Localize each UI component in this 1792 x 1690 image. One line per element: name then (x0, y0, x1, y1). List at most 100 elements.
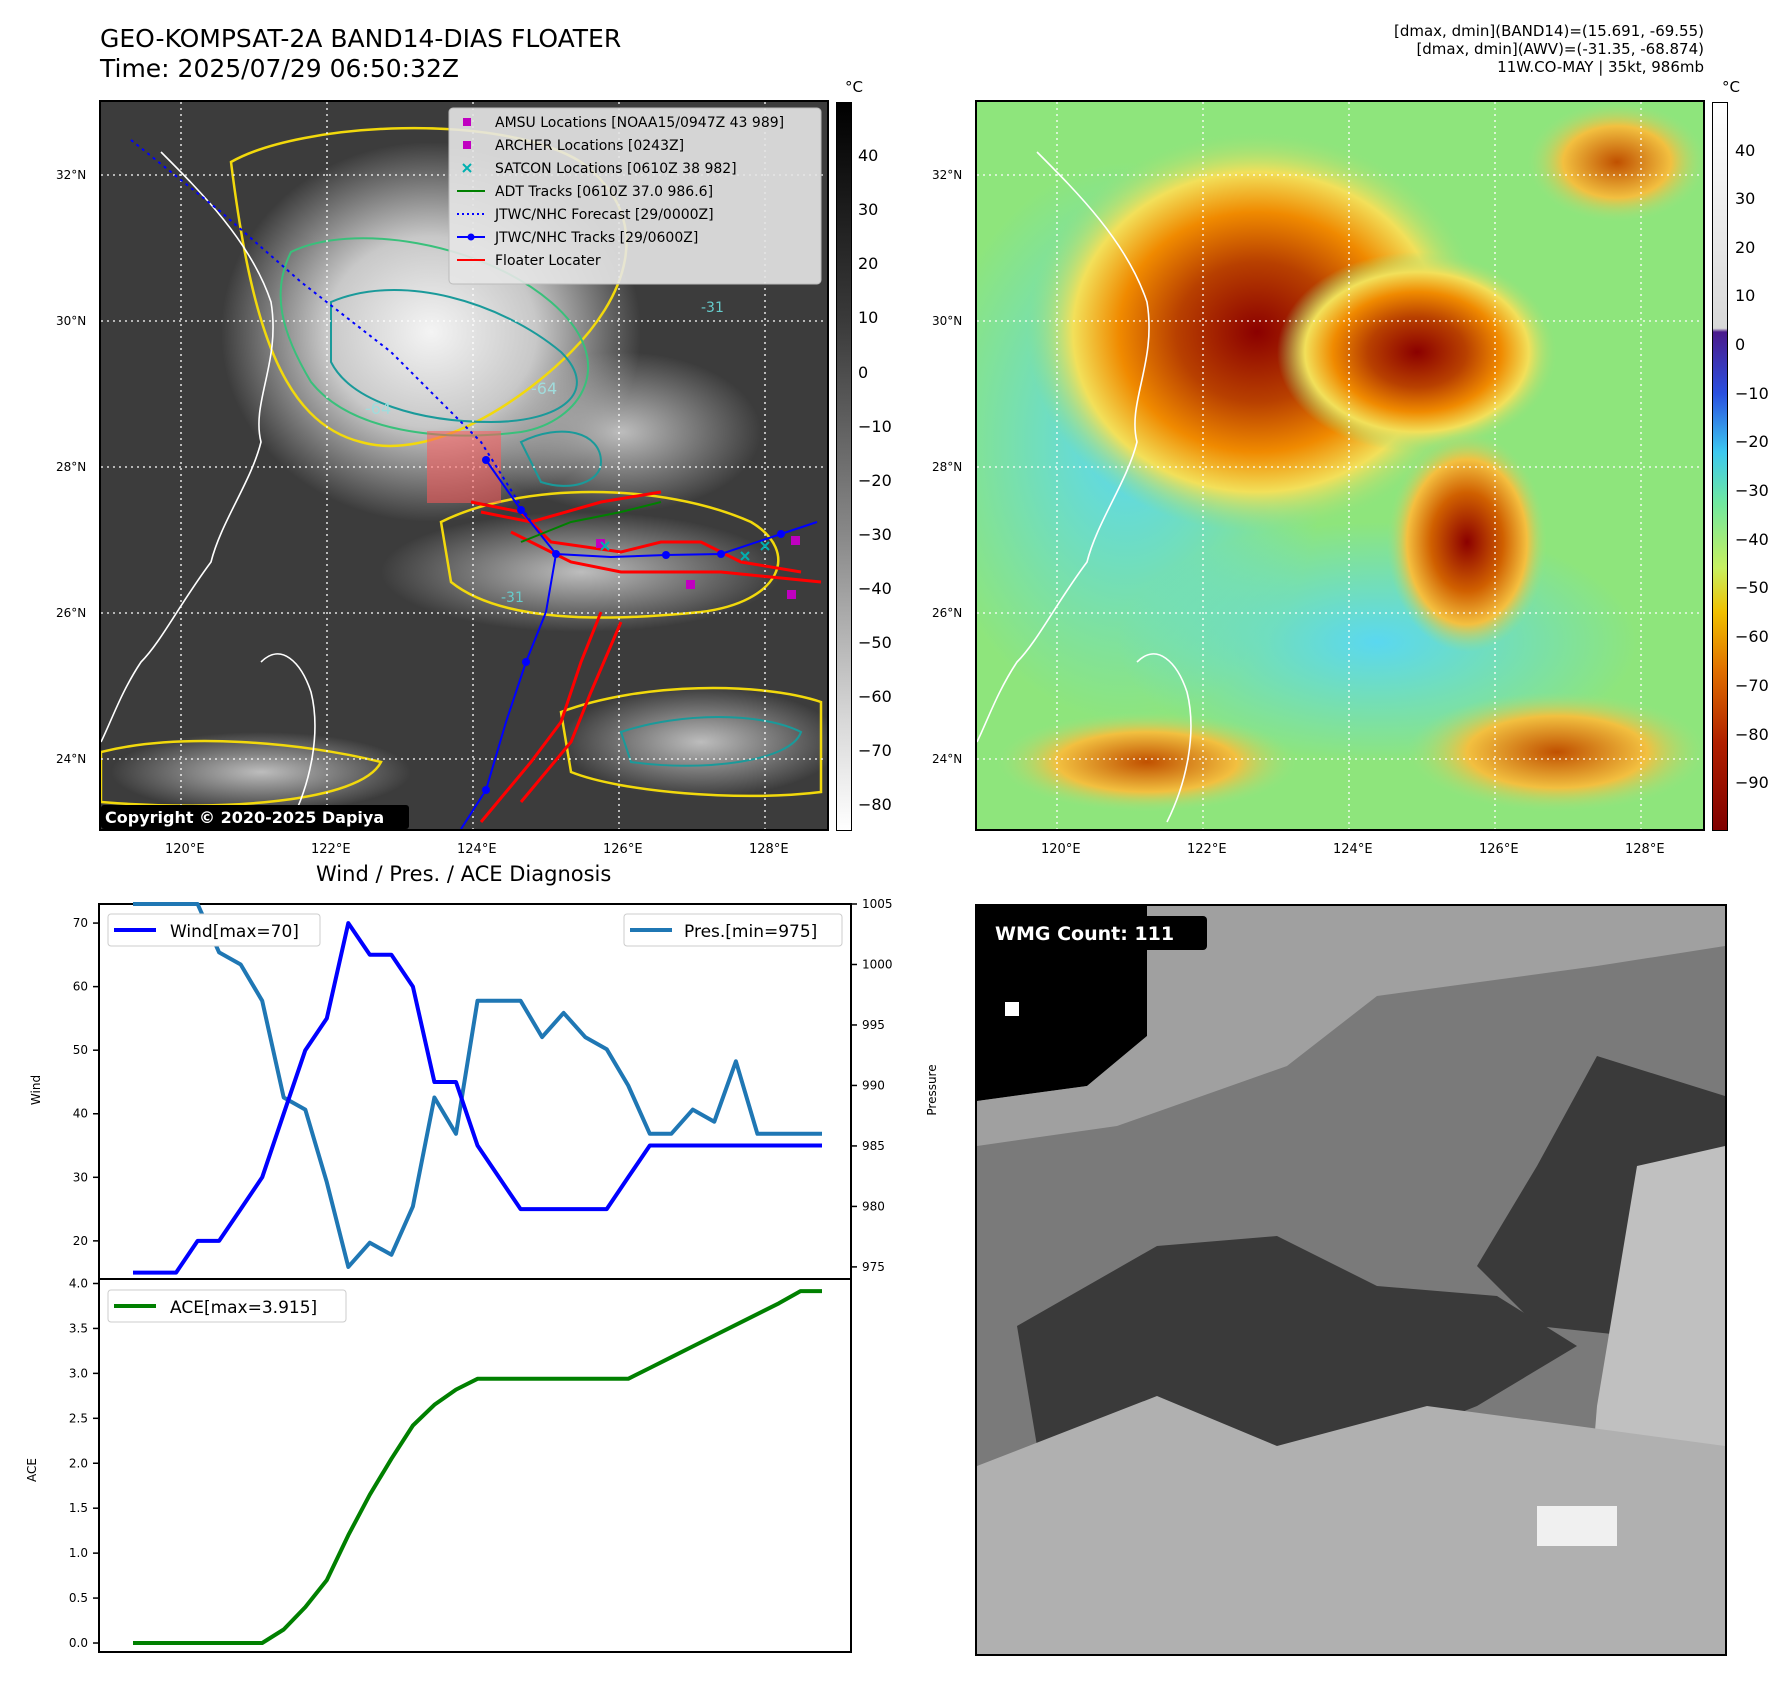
wind-series-line (133, 921, 822, 1275)
ace-ticks: 4.0 3.5 3.0 2.5 2.0 1.5 1.0 0.5 0.0 (69, 1276, 99, 1650)
ir-lat-label-32: 32°N (56, 168, 87, 182)
wind-tick-label: 20 (73, 1234, 88, 1248)
enhanced-map-panel (975, 100, 1705, 831)
wmg-svg: WMG Count: 111 (977, 906, 1725, 1654)
enh-lat-label-30: 30°N (932, 314, 963, 328)
enh-cb-tick-10: 10 (1735, 286, 1756, 305)
ace-legend: ACE[max=3.915] (107, 1289, 347, 1323)
ace-axis-title: ACE (25, 1458, 39, 1482)
satcon-markers (600, 541, 770, 561)
forecast-track (130, 139, 532, 523)
contour-label-4: -31 (701, 300, 724, 316)
pressure-tick-label: 990 (862, 1078, 885, 1092)
svg-text:SATCON Locations [0610Z 38 982: SATCON Locations [0610Z 38 982] (495, 161, 737, 177)
wmg-panel: WMG Count: 111 (975, 904, 1727, 1656)
pressure-tick-label: 995 (862, 1018, 885, 1032)
rain-band (1387, 432, 1547, 652)
pressure-tick-label: 1000 (862, 957, 893, 971)
wind-legend-text: Wind[max=70] (170, 922, 299, 942)
svg-text:Floater Locater: Floater Locater (495, 253, 601, 269)
ace-tick-label: 2.5 (69, 1411, 88, 1425)
storm-info: [dmax, dmin](BAND14)=(15.691, -69.55) [d… (1394, 22, 1704, 76)
enh-lat-label-24: 24°N (932, 752, 963, 766)
ace-tick-label: 3.0 (69, 1366, 88, 1380)
wmg-light-band-north (977, 906, 1725, 1146)
enh-lat-label-32: 32°N (932, 168, 963, 182)
contour-teal-1 (330, 289, 578, 424)
svg-text:JTWC/NHC Tracks [29/0600Z]: JTWC/NHC Tracks [29/0600Z] (494, 230, 698, 246)
enh-lon-label-122: 122°E (1187, 842, 1227, 857)
cloud-cluster-se (561, 687, 827, 797)
legend-item-adt: ADT Tracks [0610Z 37.0 986.6] (457, 184, 713, 200)
enh-cb-tick-0: 0 (1735, 335, 1746, 354)
pressure-legend: Pres.[min=975] (623, 913, 843, 947)
wind-tick-label: 50 (73, 1043, 88, 1057)
best-track (460, 456, 818, 829)
floater-locater-tracks (470, 490, 822, 823)
svg-text:ARCHER Locations [0243Z]: ARCHER Locations [0243Z] (495, 138, 684, 154)
enh-cb-tick-m30: −30 (1735, 481, 1769, 500)
wmg-white-block (1537, 1506, 1617, 1546)
enh-cb-tick-m40: −40 (1735, 530, 1769, 549)
enh-cb-tick-m10: −10 (1735, 384, 1769, 403)
ace-axes (98, 1278, 852, 1653)
ace-tick-label: 1.5 (69, 1501, 88, 1515)
ir-cb-tick-m50: −50 (858, 633, 892, 652)
diagnosis-chart: Wind Pressure ACE 70 60 50 40 30 20 1005 1000 9… (25, 897, 939, 1653)
wind-tick-label: 30 (73, 1170, 88, 1184)
ir-cb-tick-m70: −70 (858, 741, 892, 760)
amsu-markers (596, 536, 800, 599)
ir-cb-tick-40: 40 (858, 146, 879, 165)
wmg-black-zone (977, 906, 1147, 1101)
ir-cb-tick-m40: −40 (858, 579, 892, 598)
ir-lon-label-122: 122°E (311, 842, 351, 857)
enh-lon-label-126: 126°E (1479, 842, 1519, 857)
pressure-tick-label: 980 (862, 1199, 885, 1213)
title-line-2: Time: 2025/07/29 06:50:32Z (100, 54, 459, 83)
ir-lat-label-24: 24°N (56, 752, 87, 766)
enh-cb-tick-40: 40 (1735, 141, 1756, 160)
pressure-tick-label: 1005 (862, 897, 893, 911)
cloud-mass-east (481, 352, 761, 512)
wmg-count-label: WMG Count: 111 (995, 923, 1174, 945)
ir-colorbar-unit: °C (845, 78, 863, 96)
legend-item-forecast: JTWC/NHC Forecast [29/0000Z] (457, 207, 714, 223)
title-line-1: GEO-KOMPSAT-2A BAND14-DIAS FLOATER (100, 24, 622, 53)
wind-legend: Wind[max=70] (107, 913, 321, 947)
ir-colorbar (836, 102, 852, 831)
cluster-se (1407, 692, 1703, 812)
svg-text:AMSU Locations [NOAA15/0947Z 4: AMSU Locations [NOAA15/0947Z 43 989] (495, 115, 784, 131)
ace-tick-label: 2.0 (69, 1456, 88, 1470)
enh-lon-label-120: 120°E (1041, 842, 1081, 857)
cluster-sw (997, 712, 1297, 812)
legend-item-tracks: JTWC/NHC Tracks [29/0600Z] (457, 230, 698, 246)
contour-teal-3 (619, 716, 803, 767)
enh-cb-tick-30: 30 (1735, 189, 1756, 208)
enh-cb-tick-m50: −50 (1735, 578, 1769, 597)
ir-lat-label-28: 28°N (56, 460, 87, 474)
floater-box (427, 431, 501, 503)
info-line-3: 11W.CO-MAY | 35kt, 986mb (1497, 58, 1704, 76)
legend-item-amsu: AMSU Locations [NOAA15/0947Z 43 989] (463, 115, 784, 131)
wind-tick-label: 40 (73, 1107, 88, 1121)
wmg-bright-zone-south (977, 1396, 1725, 1654)
ace-tick-label: 4.0 (69, 1276, 88, 1290)
enh-cb-tick-m20: −20 (1735, 432, 1769, 451)
svg-text:ADT Tracks [0610Z 37.0 986.6]: ADT Tracks [0610Z 37.0 986.6] (495, 184, 713, 200)
adt-track (520, 501, 662, 543)
contour-yellow-3 (559, 686, 823, 798)
enh-cb-tick-20: 20 (1735, 238, 1756, 257)
enhanced-colorbar-unit: °C (1722, 78, 1740, 96)
contour-label-3: -31 (501, 590, 524, 606)
legend-item-satcon: SATCON Locations [0610Z 38 982] (462, 161, 737, 177)
pressure-legend-text: Pres.[min=975] (684, 922, 817, 942)
main-title: GEO-KOMPSAT-2A BAND14-DIAS FLOATER Time:… (100, 24, 621, 84)
contour-label-1: -64 (365, 399, 391, 418)
contour-yellow-2 (439, 490, 780, 619)
ir-map-panel: -64 -64 -31 -31 (99, 100, 829, 831)
ir-lon-label-128: 128°E (749, 842, 789, 857)
diagnosis-lines (133, 902, 822, 1645)
cluster-ne (1527, 102, 1703, 222)
wind-tick-label: 60 (73, 980, 88, 994)
ir-cb-tick-30: 30 (858, 200, 879, 219)
